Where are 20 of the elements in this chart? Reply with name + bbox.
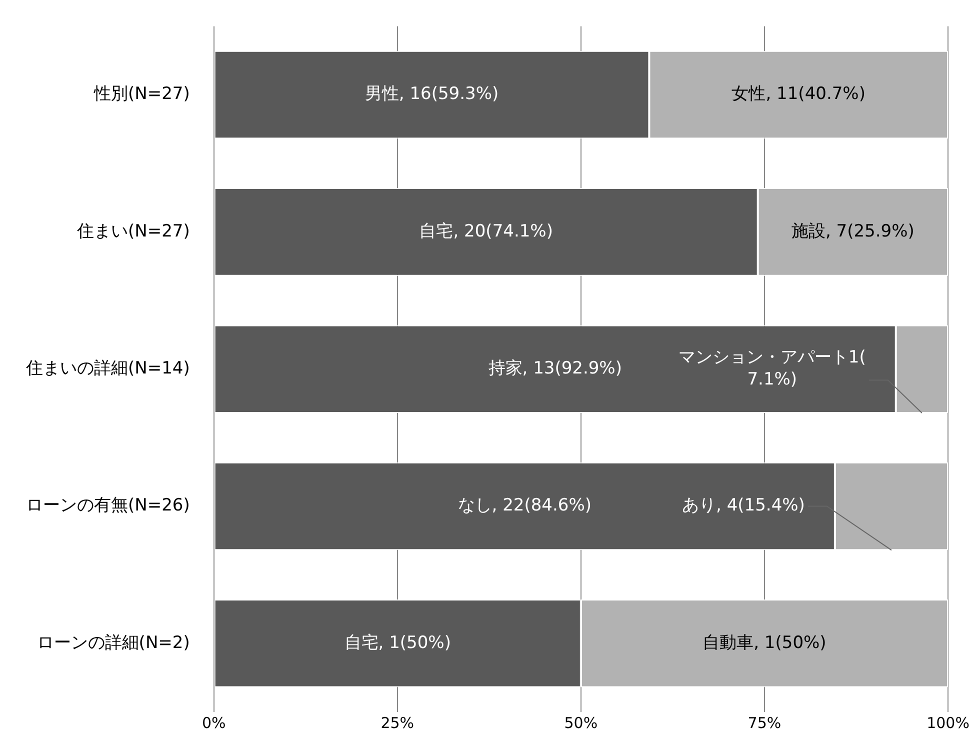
data-label: 男性, 16(59.3%): [364, 84, 499, 104]
y-tick-label: ローンの有無(N=26): [26, 496, 190, 516]
data-label: 自宅, 1(50%): [344, 632, 451, 653]
x-tick-label: 75%: [748, 714, 782, 732]
y-tick-label: ローンの詳細(N=2): [36, 632, 190, 653]
x-tick-label: 0%: [202, 714, 226, 732]
data-label: 女性, 11(40.7%): [732, 84, 866, 104]
x-tick-label: 50%: [564, 714, 598, 732]
data-label: 自宅, 20(74.1%): [419, 221, 553, 242]
data-label: マンション・アパート1(7.1%): [678, 348, 866, 390]
y-tick-label: 性別(N=27): [93, 84, 190, 104]
data-label: 持家, 13(92.9%): [488, 358, 622, 379]
data-label: あり, 4(15.4%): [682, 496, 805, 516]
data-label: 施設, 7(25.9%): [791, 221, 914, 242]
x-tick-label: 100%: [926, 714, 970, 732]
y-tick-label: 住まいの詳細(N=14): [25, 358, 190, 379]
x-tick-label: 25%: [380, 714, 414, 732]
data-label: なし, 22(84.6%): [458, 496, 592, 516]
y-tick-label: 住まい(N=27): [76, 221, 190, 242]
data-label: 自動車, 1(50%): [702, 632, 826, 653]
